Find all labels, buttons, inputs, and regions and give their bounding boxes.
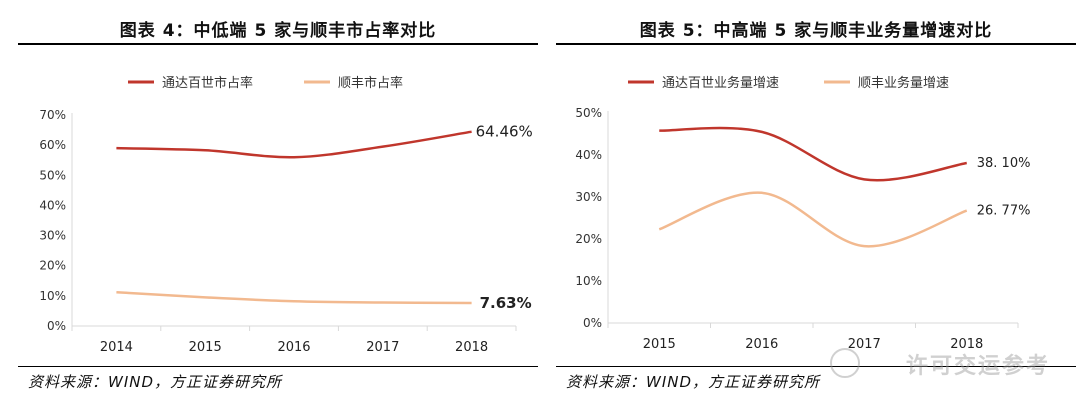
y-tick-label: 40% [575,148,602,162]
legend-label: 顺丰业务量增速 [858,75,949,91]
series-line [116,290,472,305]
chart-panel-left: 图表 4：中低端 5 家与顺丰市占率对比 通达百世市占率 顺丰市占率 0% 10% 20… [18,0,538,411]
y-tick-label: 20% [39,259,66,273]
legend-label: 顺丰市占率 [338,75,403,91]
data-label: 64.46% [476,123,533,141]
x-tick-label: 2018 [455,340,488,355]
y-tick-label: 50% [575,106,602,120]
title-rule [18,43,538,45]
chart-title: 图表 5：中高端 5 家与顺丰业务量增速对比 [639,21,993,41]
source-note: 资料来源：WIND，方正证券研究所 [28,373,283,391]
legend-label: 通达百世业务量增速 [662,75,779,91]
y-tick-label: 10% [575,274,602,288]
x-tick-label: 2014 [100,340,133,355]
x-tick-label: 2017 [848,337,881,352]
x-tick-label: 2017 [366,340,399,355]
source-rule [18,366,538,367]
x-tick-label: 2016 [277,340,310,355]
y-tick-label: 30% [39,229,66,243]
series-line [116,130,472,159]
y-tick-label: 70% [39,108,66,122]
watermark: 许可交运参考 [905,354,1050,379]
data-label: 26. 77% [977,204,1031,219]
x-tick-label: 2015 [643,337,676,352]
chart-title: 图表 4：中低端 5 家与顺丰市占率对比 [119,21,437,41]
data-label: 38. 10% [977,156,1031,171]
y-tick-label: 20% [575,232,602,246]
line-chart-market-share: 通达百世市占率 顺丰市占率 0% 10% 20% 30% 40% 50% 60% 70% 2014 2… [39,75,533,355]
x-tick-label: 2018 [950,337,983,352]
line-chart-volume-growth: 通达百世业务量增速 顺丰业务量增速 0% 10% 20% 30% 40% 50% 2015 201… [575,75,1031,352]
title-rule [556,43,1076,45]
x-tick-label: 2016 [745,337,778,352]
series-line [659,126,967,182]
source-rule [556,366,1076,367]
series-line [658,191,968,248]
chart-panel-right: 图表 5：中高端 5 家与顺丰业务量增速对比 通达百世业务量增速 顺丰业务量增速 0… [556,0,1076,411]
y-tick-label: 0% [583,316,602,330]
x-tick-label: 2015 [189,340,222,355]
y-tick-label: 60% [39,138,66,152]
data-label: 7.63% [480,294,532,312]
y-tick-label: 10% [39,289,66,303]
y-tick-label: 50% [39,168,66,182]
y-tick-label: 30% [575,190,602,204]
wechat-icon [830,348,860,378]
y-tick-label: 40% [39,198,66,212]
source-note: 资料来源：WIND，方正证券研究所 [566,373,821,391]
legend-label: 通达百世市占率 [162,75,253,91]
y-tick-label: 0% [47,319,66,333]
